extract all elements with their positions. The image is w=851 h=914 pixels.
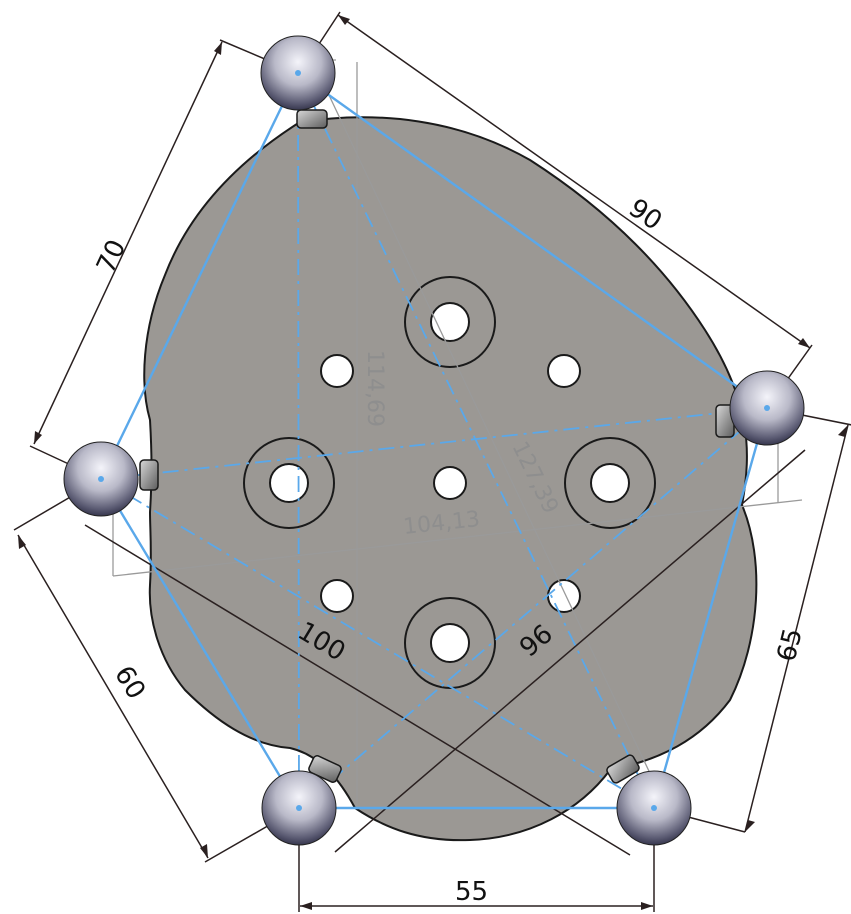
small-hole [320, 354, 354, 388]
connector-left [139, 459, 159, 491]
dimension-top-right: 90 [623, 193, 667, 237]
counterbore-hole-left [243, 437, 335, 529]
dimension-bottom: 55 [455, 877, 488, 907]
small-hole [433, 466, 467, 500]
counterbore-hole-right [564, 437, 656, 529]
dimension-lines [13, 11, 851, 912]
pentagon-diagonals [100, 72, 768, 809]
dimension-arrowheads [18, 15, 848, 910]
sphere-center-markers [98, 70, 770, 811]
dimension-right-lower: 65 [772, 625, 809, 664]
pentagon-connection-lines [99, 71, 769, 810]
small-hole [547, 579, 581, 613]
small-hole [547, 354, 581, 388]
connector-bottom-right [606, 754, 640, 784]
connector-top [296, 109, 328, 129]
counterbore-hole-bottom [404, 597, 496, 689]
connector-bottom-left [308, 755, 342, 783]
reference-dimension-vertical: 114,69 [362, 350, 387, 427]
dimension-left-upper: 70 [91, 235, 132, 278]
small-hole [320, 579, 354, 613]
